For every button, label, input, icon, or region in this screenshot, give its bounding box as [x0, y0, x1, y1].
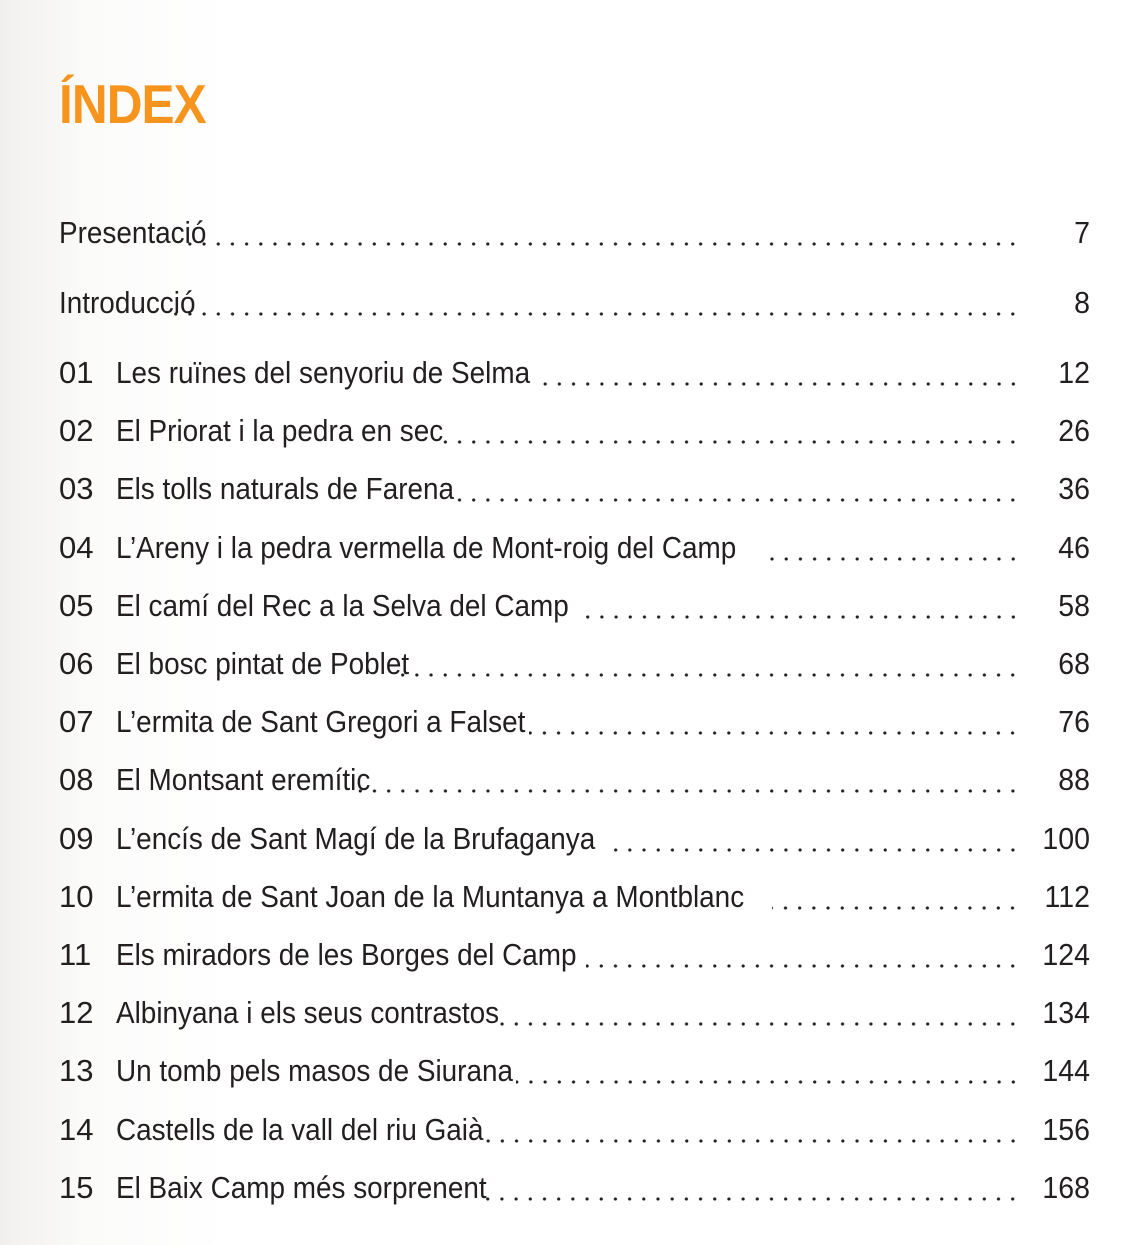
dot-leader: [482, 1137, 1020, 1144]
toc-entry[interactable]: 11 Els miradors de les Borges del Camp 124: [59, 937, 1090, 977]
dot-leader: [500, 1021, 1020, 1028]
toc-entry[interactable]: 08 El Montsant eremític 88: [59, 762, 1090, 802]
dot-leader: [534, 381, 1020, 387]
chapter-number: 14: [59, 1111, 94, 1147]
dot-leader: [586, 963, 1020, 969]
page-number: 58: [1058, 587, 1090, 623]
dot-leader: [529, 730, 1020, 737]
entry-title: El Montsant eremític: [116, 762, 371, 798]
chapter-number: 01: [59, 355, 94, 390]
dot-leader: [577, 613, 1020, 620]
toc-entry[interactable]: 01 Les ruïnes del senyoriu de Selma 12: [59, 355, 1090, 395]
chapter-number: 07: [59, 704, 94, 740]
toc-entry[interactable]: 06 El bosc pintat de Poblet 68: [59, 646, 1090, 686]
page-number: 36: [1058, 471, 1090, 507]
dot-leader: [400, 672, 1020, 678]
toc-entry[interactable]: 12 Albinyana i els seus contrastos 134: [59, 995, 1090, 1035]
entry-title: L’encís de Sant Magí de la Brufaganya: [116, 820, 596, 856]
page-number: 144: [1042, 1053, 1090, 1089]
dot-leader: [181, 241, 1020, 247]
toc-entry[interactable]: 09 L’encís de Sant Magí de la Brufaganya 1…: [59, 821, 1090, 861]
entry-title: Castells de la vall del riu Gaià: [116, 1111, 484, 1147]
toc-entry[interactable]: 13 Un tomb pels masos de Siurana 144: [59, 1053, 1090, 1093]
entry-title: L’ermita de Sant Gregori a Falset: [116, 704, 526, 740]
entry-title: Un tomb pels masos de Siurana: [116, 1053, 514, 1089]
page-number: 88: [1058, 762, 1090, 798]
dot-leader: [515, 1079, 1020, 1086]
chapter-number: 12: [59, 995, 94, 1031]
entry-title: Els miradors de les Borges del Camp: [116, 937, 577, 972]
chapter-number: 11: [59, 937, 92, 972]
page-number: 76: [1058, 704, 1090, 740]
toc-entry[interactable]: 03 Els tolls naturals de Farena 36: [59, 471, 1090, 511]
entry-title: L’ermita de Sant Joan de la Muntanya a M…: [116, 878, 745, 914]
chapter-number: 10: [59, 878, 94, 914]
chapter-number: 04: [59, 529, 94, 565]
dot-leader: [438, 439, 1020, 446]
page-number: 46: [1058, 529, 1090, 565]
chapter-number: 13: [59, 1053, 94, 1089]
toc-entry[interactable]: 10 L’ermita de Sant Joan de la Muntanya a…: [59, 879, 1090, 919]
toc-entry[interactable]: 14 Castells de la vall del riu Gaià 156: [59, 1112, 1090, 1152]
toc-entry[interactable]: Presentació 7: [59, 215, 1090, 255]
dot-leader: [450, 497, 1020, 504]
toc-entry[interactable]: Introducció 8: [59, 285, 1090, 325]
page-number: 12: [1058, 355, 1090, 390]
chapter-number: 05: [59, 587, 94, 623]
page-number: 124: [1042, 937, 1090, 972]
dot-leader: [357, 788, 1020, 795]
dot-leader: [486, 1195, 1020, 1202]
chapter-number: 03: [59, 471, 94, 507]
dot-leader: [772, 904, 1020, 911]
toc-entry[interactable]: 05 El camí del Rec a la Selva del Camp 58: [59, 588, 1090, 628]
toc-entry[interactable]: 04 L’Areny i la pedra vermella de Mont-ro…: [59, 530, 1090, 570]
dot-leader: [169, 311, 1020, 317]
entry-title: El camí del Rec a la Selva del Camp: [116, 587, 569, 623]
entry-title: Introducció: [59, 285, 196, 320]
dot-leader: [763, 555, 1020, 562]
page-number: 100: [1042, 820, 1090, 856]
chapter-number: 08: [59, 762, 94, 798]
entry-title: Presentació: [59, 215, 207, 250]
page-number: 112: [1044, 878, 1090, 914]
page-number: 168: [1042, 1169, 1090, 1205]
page-number: 134: [1042, 995, 1090, 1031]
toc-entry[interactable]: 02 El Priorat i la pedra en sec 26: [59, 413, 1090, 453]
chapter-number: 06: [59, 646, 94, 681]
entry-title: L’Areny i la pedra vermella de Mont-roig…: [116, 529, 737, 565]
page-title: ÍNDEX: [59, 73, 207, 135]
chapter-number: 15: [59, 1169, 94, 1205]
toc-entry[interactable]: 07 L’ermita de Sant Gregori a Falset 76: [59, 704, 1090, 744]
entry-title: El bosc pintat de Poblet: [116, 646, 410, 681]
entry-title: El Priorat i la pedra en sec: [116, 413, 444, 449]
page-number: 68: [1058, 646, 1090, 681]
page-number: 156: [1042, 1111, 1090, 1147]
page-number: 7: [1074, 215, 1090, 250]
entry-title: Albinyana i els seus contrastos: [116, 995, 500, 1031]
entry-title: Les ruïnes del senyoriu de Selma: [116, 355, 531, 390]
chapter-number: 02: [59, 413, 94, 449]
entry-title: Els tolls naturals de Farena: [116, 471, 455, 507]
chapter-number: 09: [59, 820, 94, 856]
page-number: 26: [1058, 413, 1090, 449]
page-number: 8: [1074, 285, 1090, 320]
entry-title: El Baix Camp més sorprenent: [116, 1169, 487, 1205]
toc-entry[interactable]: 15 El Baix Camp més sorprenent 168: [59, 1170, 1090, 1210]
dot-leader: [606, 846, 1020, 853]
